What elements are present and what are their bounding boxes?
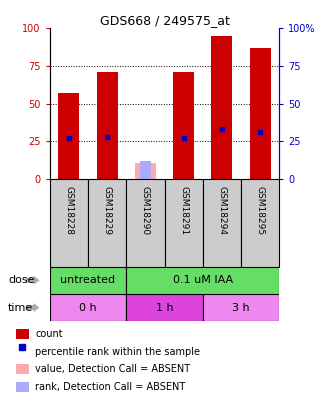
- Text: GSM18290: GSM18290: [141, 186, 150, 235]
- Bar: [16, 382, 29, 392]
- Title: GDS668 / 249575_at: GDS668 / 249575_at: [100, 14, 230, 27]
- Text: 0 h: 0 h: [79, 303, 97, 313]
- Bar: [250, 48, 271, 179]
- Text: time: time: [8, 303, 33, 313]
- Bar: [203, 294, 279, 321]
- Text: value, Detection Call = ABSENT: value, Detection Call = ABSENT: [35, 364, 190, 375]
- Bar: [58, 93, 79, 179]
- Bar: [140, 161, 151, 179]
- Text: GSM18294: GSM18294: [217, 186, 226, 235]
- Bar: [16, 329, 29, 339]
- Bar: [126, 267, 279, 294]
- Text: GSM18291: GSM18291: [179, 186, 188, 235]
- Bar: [126, 294, 203, 321]
- Text: 1 h: 1 h: [156, 303, 173, 313]
- Text: untreated: untreated: [60, 275, 116, 285]
- Bar: [50, 267, 126, 294]
- Text: dose: dose: [8, 275, 35, 285]
- Text: GSM18295: GSM18295: [256, 186, 265, 235]
- Bar: [135, 162, 156, 179]
- Bar: [211, 36, 232, 179]
- Text: GSM18229: GSM18229: [103, 186, 112, 235]
- Bar: [16, 364, 29, 374]
- Bar: [50, 179, 88, 267]
- Text: 3 h: 3 h: [232, 303, 250, 313]
- Bar: [97, 72, 118, 179]
- Text: 0.1 uM IAA: 0.1 uM IAA: [173, 275, 233, 285]
- Text: count: count: [35, 329, 63, 339]
- Bar: [50, 294, 126, 321]
- Text: GSM18228: GSM18228: [65, 186, 74, 235]
- Bar: [164, 179, 203, 267]
- Bar: [173, 72, 194, 179]
- Bar: [88, 179, 126, 267]
- Bar: [203, 179, 241, 267]
- Bar: [241, 179, 279, 267]
- Bar: [126, 179, 164, 267]
- Text: rank, Detection Call = ABSENT: rank, Detection Call = ABSENT: [35, 382, 186, 392]
- Text: percentile rank within the sample: percentile rank within the sample: [35, 347, 200, 357]
